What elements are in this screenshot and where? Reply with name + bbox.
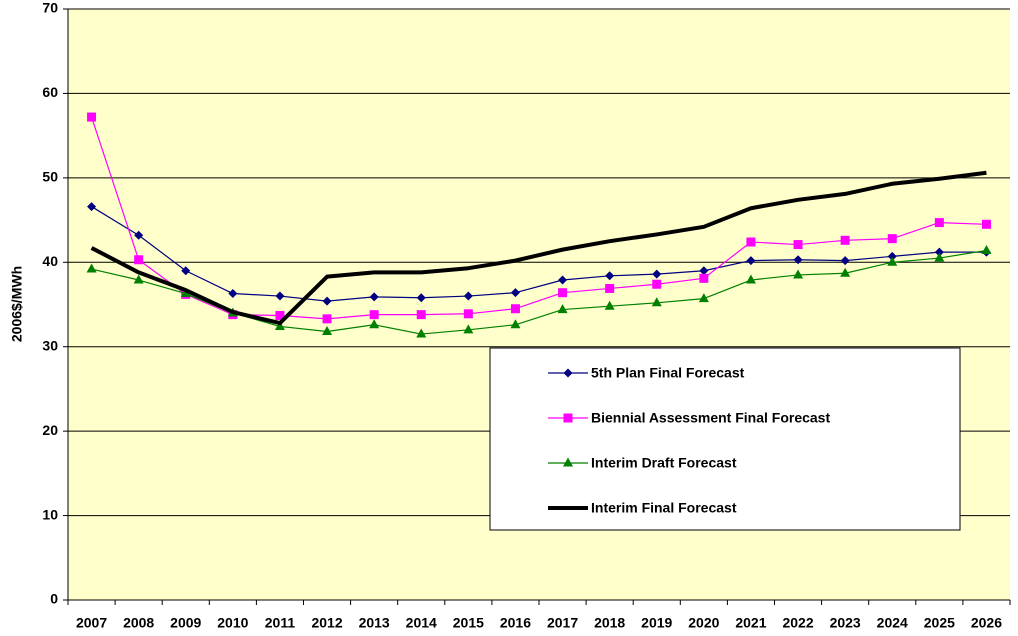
legend-label: Interim Final Forecast (591, 500, 737, 516)
point (463, 324, 474, 334)
point (181, 266, 191, 276)
point (698, 293, 709, 303)
y-tick-label: 0 (50, 591, 58, 607)
y-tick-label: 30 (42, 337, 58, 353)
x-tick-label: 2021 (735, 615, 766, 631)
legend-label: Interim Draft Forecast (591, 455, 737, 471)
point (87, 202, 97, 212)
point (463, 309, 473, 319)
point (746, 256, 756, 266)
point (134, 230, 144, 240)
legend-label: 5th Plan Final Forecast (591, 365, 745, 381)
point (651, 297, 662, 307)
x-tick-label: 2022 (782, 615, 813, 631)
point (87, 112, 97, 122)
y-tick-label: 40 (42, 253, 58, 269)
x-tick-label: 2019 (641, 615, 672, 631)
point (133, 274, 144, 284)
x-tick-label: 2007 (76, 615, 107, 631)
y-tick-label: 50 (42, 169, 58, 185)
x-tick-label: 2018 (594, 615, 625, 631)
x-tick-label: 2008 (123, 615, 154, 631)
point (510, 288, 520, 298)
point (369, 310, 379, 320)
point (134, 255, 144, 265)
x-tick-label: 2023 (830, 615, 861, 631)
point (416, 310, 426, 320)
point (558, 288, 568, 298)
x-tick-label: 2026 (971, 615, 1002, 631)
point (510, 319, 521, 329)
series-line (91, 206, 987, 302)
point (557, 304, 568, 314)
point (934, 218, 944, 228)
point (981, 244, 992, 254)
point (793, 240, 803, 250)
point (934, 252, 945, 262)
y-tick-label: 20 (42, 422, 58, 438)
point (322, 314, 332, 324)
point (275, 291, 285, 301)
legend-box (489, 347, 961, 531)
point (563, 457, 573, 467)
point (463, 291, 473, 301)
point (840, 235, 850, 245)
point (180, 288, 191, 298)
legend: 5th Plan Final Forecast Biennial Assessme… (489, 347, 961, 531)
point (86, 263, 97, 273)
point (416, 293, 426, 303)
x-tick-label: 2011 (265, 615, 296, 631)
point (563, 368, 573, 378)
y-tick-label: 10 (42, 506, 58, 522)
point (322, 296, 332, 306)
point (652, 269, 662, 279)
point (652, 279, 662, 289)
point (745, 274, 756, 284)
point (605, 271, 615, 281)
series-line (90, 170, 987, 326)
point (934, 247, 944, 257)
point (887, 256, 898, 266)
x-tick-label: 2017 (547, 615, 578, 631)
legend-label: Biennial Assessment Final Forecast (591, 410, 830, 426)
point (369, 292, 379, 302)
point (416, 328, 427, 338)
point (840, 256, 850, 266)
x-tick-label: 2024 (877, 615, 908, 631)
point (887, 234, 897, 244)
y-tick-label: 70 (42, 0, 58, 16)
x-tick-label: 2015 (453, 615, 484, 631)
x-tick-label: 2020 (688, 615, 719, 631)
x-tick-label: 2010 (217, 615, 248, 631)
point (558, 275, 568, 285)
y-axis-label: 2006$/MWh (9, 266, 25, 342)
x-tick-label: 2013 (359, 615, 390, 631)
point (981, 219, 991, 229)
point (699, 273, 709, 283)
x-tick-label: 2025 (924, 615, 955, 631)
y-tick-label: 60 (42, 84, 58, 100)
point (322, 326, 333, 336)
point (793, 269, 804, 279)
x-tick-label: 2012 (311, 615, 342, 631)
point (840, 267, 851, 277)
point (510, 304, 520, 314)
point (746, 237, 756, 247)
point (604, 300, 615, 310)
point (275, 310, 285, 320)
point (793, 255, 803, 265)
point (369, 319, 380, 329)
x-tick-label: 2009 (170, 615, 201, 631)
point (563, 413, 573, 423)
point (274, 320, 285, 330)
point (228, 289, 238, 299)
x-tick-label: 2014 (406, 615, 437, 631)
point (887, 251, 897, 261)
x-tick-label: 2016 (500, 615, 531, 631)
point (605, 283, 615, 293)
point (699, 266, 709, 276)
